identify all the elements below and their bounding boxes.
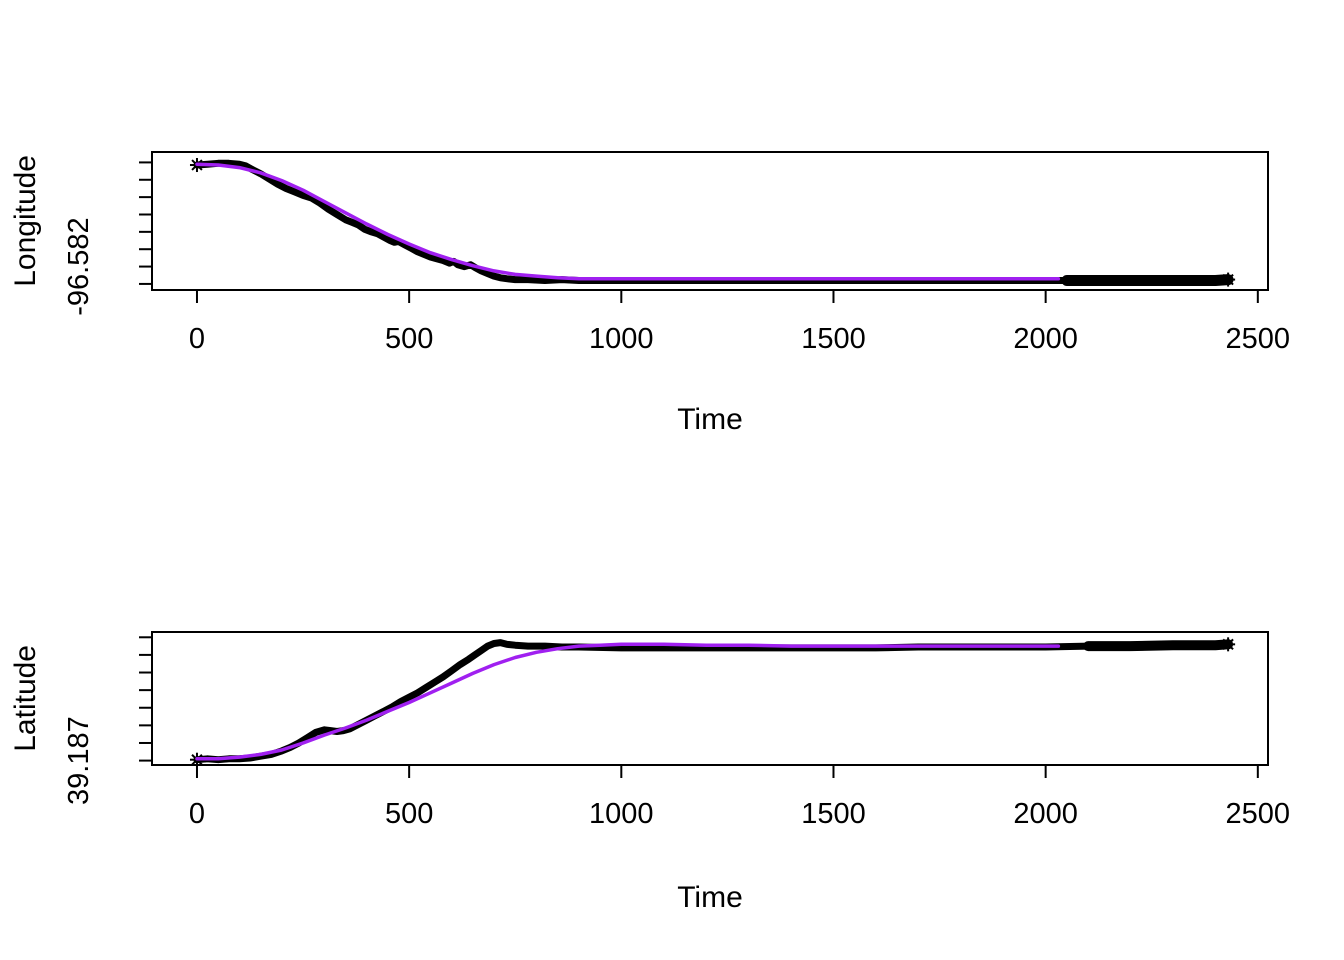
series-smoothed-fit	[195, 642, 1061, 761]
x-axis-title-latitude-plot: Time	[677, 881, 743, 914]
point-marker-star	[1221, 272, 1236, 287]
y-axis-title-wrap: Latitude	[6, 632, 46, 765]
x-tick-label: 2500	[1226, 798, 1291, 830]
x-axis-title-longitude-plot: Time	[677, 403, 743, 436]
y-axis-title-latitude: Latitude	[9, 645, 42, 752]
y-tick-label: 39.187	[63, 716, 95, 805]
x-tick-label: 2000	[1013, 798, 1078, 830]
x-tick-label: 500	[385, 798, 433, 830]
plot-panel-latitude: 0 500 1000 1500 2000 2500 39.187	[63, 631, 1291, 830]
series-observed-track-dense-segment	[1061, 274, 1234, 286]
series-observed-track-dense-segment	[1083, 639, 1234, 652]
series-observed-track	[193, 159, 1232, 284]
plot-box	[151, 151, 1269, 291]
y-tick-label: -96.582	[63, 217, 95, 315]
series-smoothed-fit	[195, 162, 1061, 281]
plot-box	[151, 631, 1269, 766]
series-observed-track	[193, 639, 1232, 764]
x-tick-label: 1000	[589, 798, 654, 830]
x-tick-label: 2000	[1013, 323, 1078, 355]
x-tick-label: 1000	[589, 323, 654, 355]
x-tick-label: 2500	[1226, 323, 1291, 355]
y-axis-title-longitude: Longitude	[9, 155, 42, 287]
x-tick-label: 0	[189, 798, 205, 830]
plot-panel-longitude: 0 500 1000 1500 2000 2500 -96.582	[63, 151, 1291, 355]
x-tick-label: 0	[189, 323, 205, 355]
x-tick-label: 500	[385, 323, 433, 355]
point-marker-star	[1221, 637, 1236, 652]
y-axis-title-wrap: Longitude	[6, 152, 46, 290]
x-tick-label: 1500	[801, 798, 866, 830]
x-tick-label: 1500	[801, 323, 866, 355]
